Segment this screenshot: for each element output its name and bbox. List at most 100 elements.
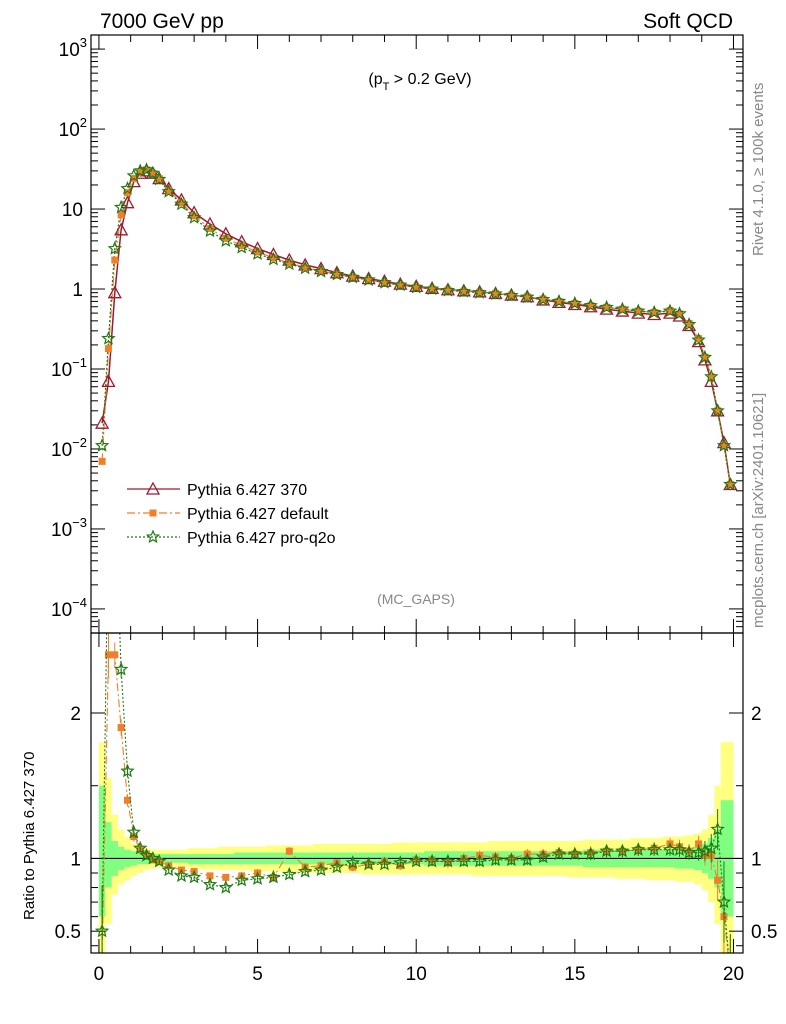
main-data-point xyxy=(317,267,325,275)
ratio-data-point xyxy=(424,853,440,868)
main-data-point xyxy=(186,210,202,224)
main-data-point xyxy=(726,480,734,488)
ratio-data-point xyxy=(202,877,218,891)
main-data-point xyxy=(222,234,230,242)
mcplots-label: mcplots.cern.ch [arXiv:2401.10621] xyxy=(750,393,767,628)
ratio-data-point xyxy=(716,894,732,909)
ratio-data-point xyxy=(440,853,456,868)
main-data-point xyxy=(519,289,535,304)
main-data-point xyxy=(161,184,176,198)
x-tick-label: 20 xyxy=(723,964,744,985)
ratio-data-point xyxy=(472,853,487,868)
main-data-point xyxy=(440,282,456,297)
ratio-data-point xyxy=(298,863,313,878)
ratio-data-point xyxy=(519,852,535,867)
main-data-point xyxy=(707,373,715,381)
main-data-point xyxy=(152,171,167,186)
main-data-point xyxy=(631,303,646,318)
main-data-point xyxy=(94,438,110,452)
main-data-point xyxy=(618,305,626,313)
main-y-tick-label: 10 xyxy=(62,200,83,221)
main-data-point xyxy=(412,283,420,291)
ratio-data-point xyxy=(285,847,293,855)
legend: Pythia 6.427 370 Pythia 6.427 default Pyth… xyxy=(127,481,336,547)
header-right: Soft QCD xyxy=(643,10,733,33)
main-data-point xyxy=(269,254,277,262)
main-data-point xyxy=(723,476,738,491)
ratio-data-point xyxy=(313,862,329,877)
main-data-point xyxy=(136,168,144,176)
main-data-point xyxy=(149,169,157,177)
main-data-point xyxy=(571,299,579,307)
main-data-point xyxy=(218,233,233,247)
x-tick-label: 0 xyxy=(94,964,105,985)
main-data-point xyxy=(238,242,246,250)
main-data-point xyxy=(104,345,112,353)
main-data-point xyxy=(567,295,583,310)
main-data-point xyxy=(120,195,135,209)
ratio-data-point xyxy=(535,849,551,864)
main-data-point xyxy=(681,316,697,331)
main-data-point xyxy=(101,374,116,388)
ratio-band-yellow xyxy=(98,742,734,953)
ratio-data-point xyxy=(126,824,141,839)
ratio-data-point xyxy=(103,503,115,514)
cut-label: (pT > 0.2 GeV) xyxy=(368,71,471,93)
ratio-axis-ticks: 0.5 0.51 12 20 5 10 15 20 xyxy=(55,633,777,985)
ratio-data-point xyxy=(133,840,148,855)
main-y-tick-label: 10−3 xyxy=(51,515,87,541)
legend-label: Pythia 6.427 pro-q2o xyxy=(187,530,336,547)
ratio-series-line xyxy=(101,654,729,953)
main-data-point xyxy=(361,272,376,287)
main-data-point xyxy=(615,301,630,316)
rivet-version-label: Rivet 4.1.0, ≥ 100k events xyxy=(750,83,767,256)
ratio-y-tick-label: 0.5 xyxy=(55,922,81,943)
main-data-point xyxy=(685,320,693,328)
main-data-point xyxy=(676,310,684,318)
ratio-data-point xyxy=(94,923,110,938)
main-data-point xyxy=(409,279,424,294)
main-data-point xyxy=(720,442,728,450)
ratio-data-point xyxy=(104,651,112,659)
main-data-point xyxy=(202,223,218,238)
ratio-series-line xyxy=(101,633,729,953)
ratio-data-point xyxy=(504,852,519,867)
ratio-data-point xyxy=(120,763,135,778)
main-data-point xyxy=(365,276,373,284)
ratio-data-point xyxy=(349,863,357,871)
main-data-point xyxy=(710,403,725,417)
main-data-point xyxy=(111,256,119,264)
main-y-tick-base: 10 xyxy=(51,440,72,461)
main-y-tick-exp: −4 xyxy=(72,595,87,610)
main-data-point xyxy=(165,187,173,195)
ratio-data-point xyxy=(161,862,176,877)
main-data-point xyxy=(539,295,547,303)
main-data-point xyxy=(133,163,148,177)
main-data-point xyxy=(98,457,106,465)
main-data-point xyxy=(113,199,129,214)
main-y-tick-base: 10 xyxy=(59,40,80,61)
main-data-point xyxy=(282,256,297,271)
ratio-data-point xyxy=(333,859,341,867)
ratio-data-point xyxy=(714,876,722,884)
legend-label: Pythia 6.427 default xyxy=(187,506,329,523)
main-data-point xyxy=(377,275,392,289)
ratio-y-tick-label: 1 xyxy=(70,849,81,870)
main-y-tick-label: 1 xyxy=(72,280,83,301)
ratio-data-point xyxy=(631,842,646,856)
ratio-data-point xyxy=(488,852,503,867)
main-data-point xyxy=(666,306,674,314)
ratio-y-tick-label: 2 xyxy=(70,704,81,725)
ratio-data-point xyxy=(113,661,129,676)
legend-marker xyxy=(149,509,157,517)
ratio-y-tick-label-right: 1 xyxy=(751,849,762,870)
main-data-point xyxy=(587,302,595,310)
main-data-point xyxy=(650,308,658,316)
main-data-point xyxy=(250,246,265,260)
main-data-point xyxy=(424,281,440,296)
ratio-data-point xyxy=(282,866,297,881)
legend-marker xyxy=(145,481,161,495)
main-data-point xyxy=(206,225,214,233)
ratio-data-point xyxy=(218,879,233,894)
